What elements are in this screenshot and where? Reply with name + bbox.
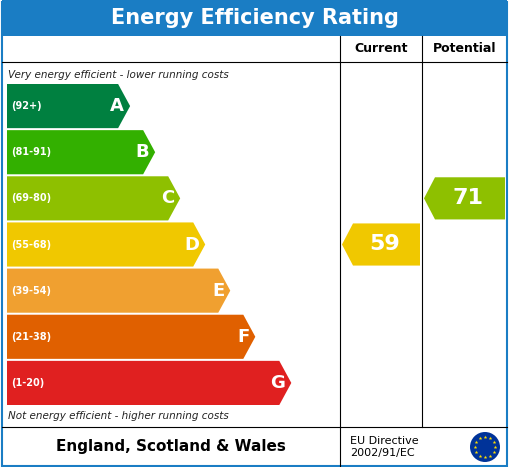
Text: Not energy efficient - higher running costs: Not energy efficient - higher running co…: [8, 411, 229, 421]
Text: D: D: [184, 235, 199, 254]
Text: EU Directive: EU Directive: [350, 436, 418, 446]
Text: (55-68): (55-68): [11, 240, 51, 249]
Text: (1-20): (1-20): [11, 378, 44, 388]
Text: Potential: Potential: [433, 42, 496, 56]
Text: Energy Efficiency Rating: Energy Efficiency Rating: [110, 8, 399, 28]
Text: (69-80): (69-80): [11, 193, 51, 203]
Text: Current: Current: [354, 42, 408, 56]
Polygon shape: [7, 176, 180, 220]
Text: E: E: [212, 282, 224, 300]
Polygon shape: [7, 315, 256, 359]
Text: 59: 59: [370, 234, 401, 255]
Text: F: F: [237, 328, 249, 346]
Circle shape: [470, 432, 500, 462]
Polygon shape: [7, 361, 291, 405]
Polygon shape: [424, 177, 505, 219]
Text: Very energy efficient - lower running costs: Very energy efficient - lower running co…: [8, 70, 229, 80]
Text: G: G: [270, 374, 286, 392]
Text: England, Scotland & Wales: England, Scotland & Wales: [56, 439, 286, 454]
Polygon shape: [7, 269, 230, 313]
Text: 71: 71: [453, 188, 484, 208]
Text: (21-38): (21-38): [11, 332, 51, 342]
Text: B: B: [135, 143, 149, 161]
Text: C: C: [161, 189, 174, 207]
Text: (81-91): (81-91): [11, 147, 51, 157]
Bar: [2, 0, 507, 36]
Polygon shape: [7, 222, 205, 267]
Polygon shape: [342, 223, 420, 266]
Text: (39-54): (39-54): [11, 286, 51, 296]
Text: A: A: [110, 97, 124, 115]
Text: 2002/91/EC: 2002/91/EC: [350, 448, 415, 458]
Polygon shape: [7, 84, 130, 128]
Text: (92+): (92+): [11, 101, 42, 111]
Polygon shape: [7, 130, 155, 174]
